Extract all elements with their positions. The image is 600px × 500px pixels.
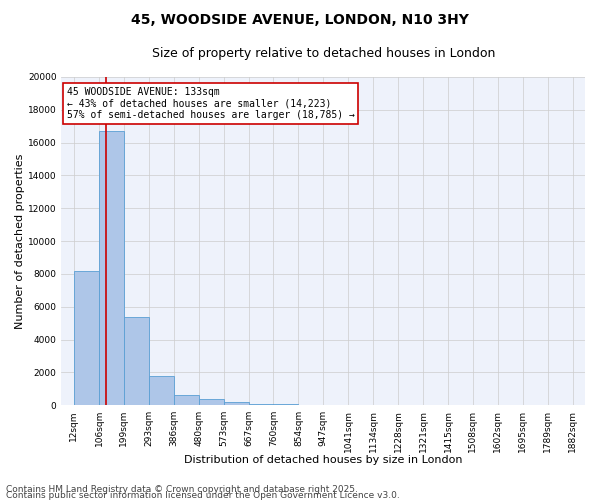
Bar <box>248 404 274 405</box>
Bar <box>99 131 124 405</box>
Bar <box>274 404 298 405</box>
Bar <box>124 316 149 405</box>
Text: Contains HM Land Registry data © Crown copyright and database right 2025.: Contains HM Land Registry data © Crown c… <box>6 484 358 494</box>
Bar <box>74 270 99 405</box>
Text: 45 WOODSIDE AVENUE: 133sqm
← 43% of detached houses are smaller (14,223)
57% of : 45 WOODSIDE AVENUE: 133sqm ← 43% of deta… <box>67 87 355 120</box>
Bar <box>224 402 248 405</box>
Text: Contains public sector information licensed under the Open Government Licence v3: Contains public sector information licen… <box>6 490 400 500</box>
Bar <box>199 400 224 405</box>
Bar <box>173 396 199 405</box>
Text: 45, WOODSIDE AVENUE, LONDON, N10 3HY: 45, WOODSIDE AVENUE, LONDON, N10 3HY <box>131 12 469 26</box>
Title: Size of property relative to detached houses in London: Size of property relative to detached ho… <box>152 48 495 60</box>
Bar <box>149 376 173 405</box>
Y-axis label: Number of detached properties: Number of detached properties <box>15 154 25 329</box>
X-axis label: Distribution of detached houses by size in London: Distribution of detached houses by size … <box>184 455 463 465</box>
